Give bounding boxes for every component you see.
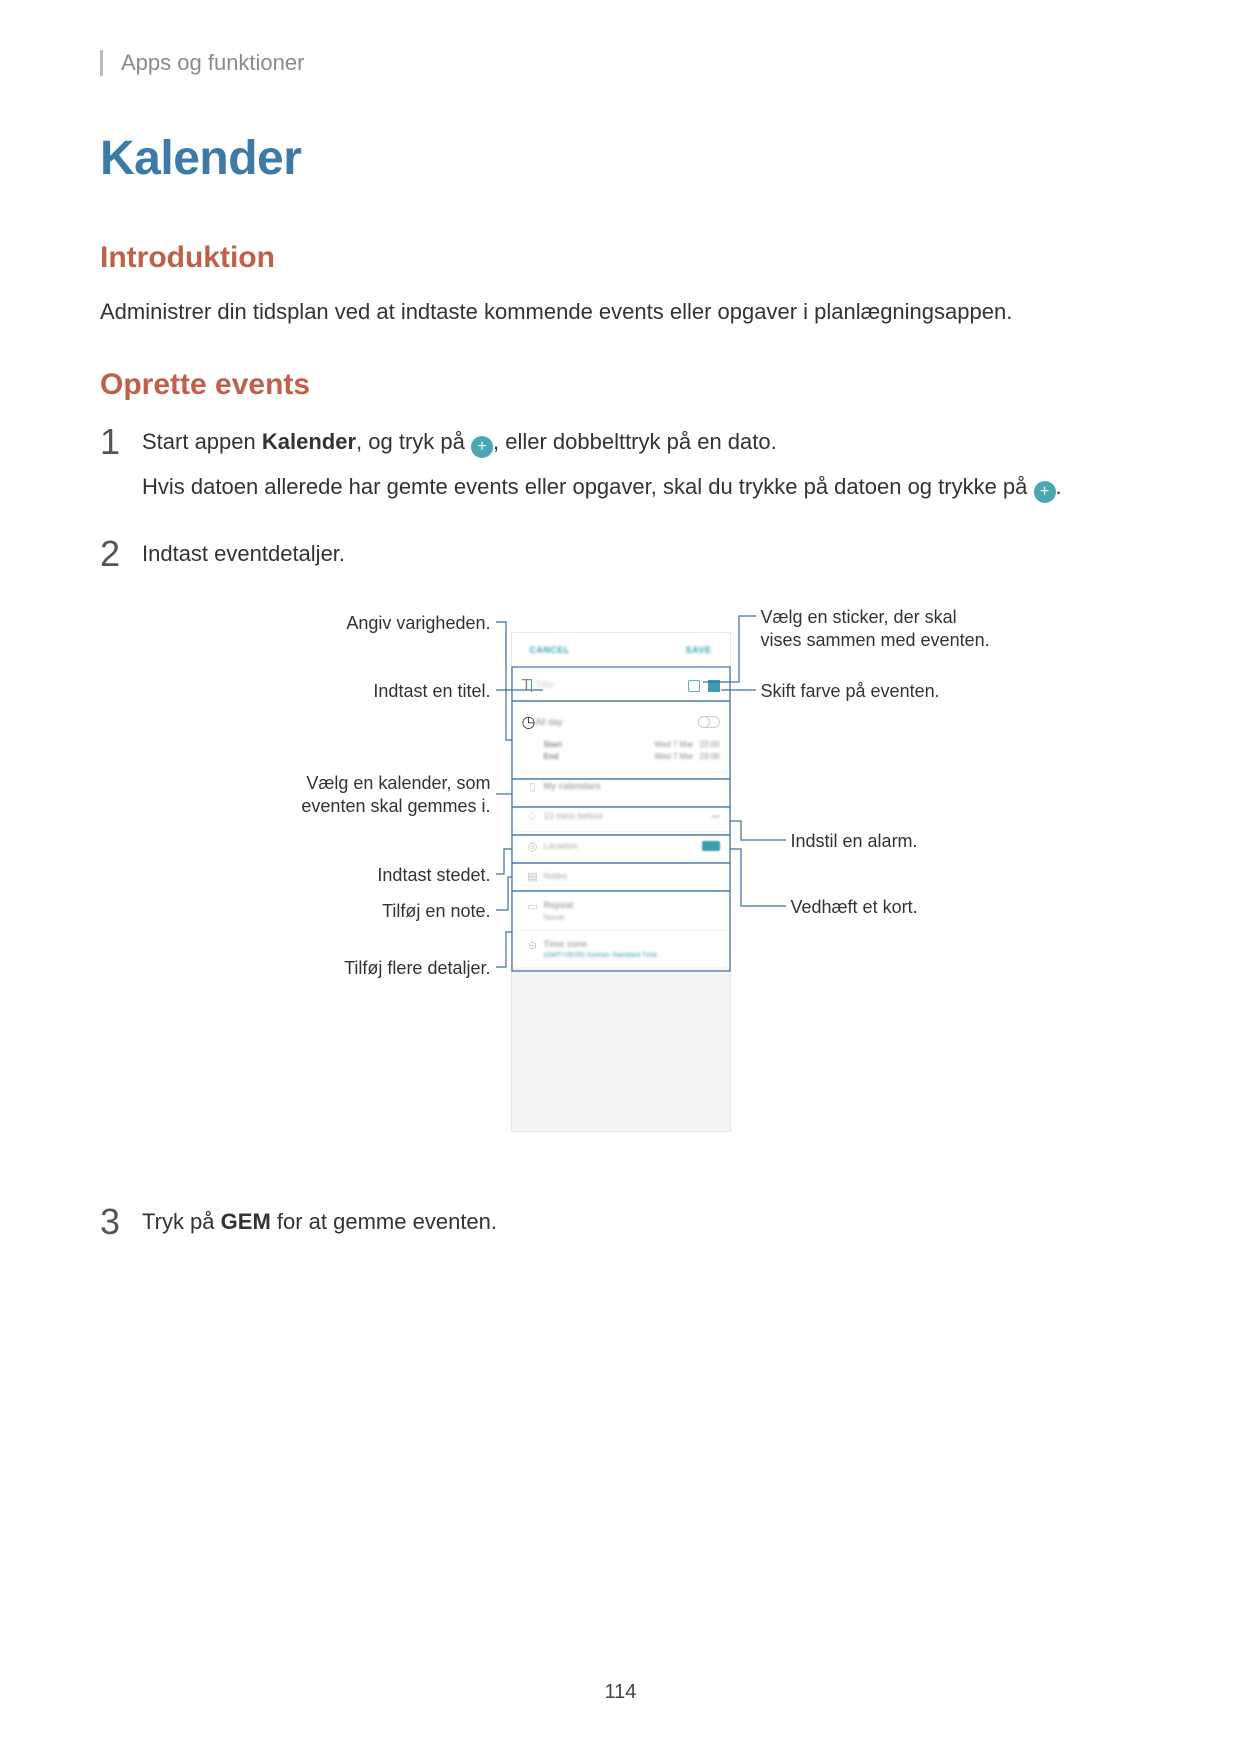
start-date: Wed 7 Mar xyxy=(654,740,693,749)
label-alarm: Indstil en alarm. xyxy=(791,830,918,853)
header-text: Apps og funktioner xyxy=(121,50,304,75)
intro-heading: Introduktion xyxy=(100,241,1141,275)
end-date: Wed 7 Mar xyxy=(654,752,693,761)
app-name: Kalender xyxy=(262,429,356,454)
text: , eller dobbelttryk på en dato. xyxy=(493,429,777,454)
notes-label: Notes xyxy=(544,871,568,881)
alarm-chip: — xyxy=(712,812,720,821)
mycal-label: My calendars xyxy=(544,781,601,791)
step-2: 2 Indtast eventdetaljer. xyxy=(100,534,1141,581)
label-calendar: Vælg en kalender, som eventen skal gemme… xyxy=(251,772,491,819)
page-number: 114 xyxy=(0,1681,1241,1704)
notes-row[interactable]: ▤ Notes xyxy=(512,862,730,891)
plus-icon: + xyxy=(471,436,493,458)
label-title: Indtast en titel. xyxy=(171,680,491,703)
globe-icon: ⊝ xyxy=(522,939,544,952)
save-button[interactable]: SAVE xyxy=(686,645,712,655)
clock-icon: ◷ xyxy=(522,712,536,732)
create-heading: Oprette events xyxy=(100,368,1141,402)
location-label: Location xyxy=(544,841,578,851)
end-time: 23:00 xyxy=(699,752,719,761)
label-duration: Angiv varigheden. xyxy=(171,612,491,635)
text: for at gemme eventen. xyxy=(271,1209,497,1234)
text: Start appen xyxy=(142,429,262,454)
location-row[interactable]: ◎ Location xyxy=(512,832,730,861)
phone-top-bar: CANCEL SAVE xyxy=(512,633,730,667)
map-chip[interactable] xyxy=(702,841,720,851)
step-body: Tryk på GEM for at gemme eventen. xyxy=(142,1202,497,1249)
title-letter-icon: T xyxy=(522,677,532,695)
label-map: Vedhæft et kort. xyxy=(791,896,918,919)
title-row[interactable]: T Title xyxy=(512,667,730,705)
step-number: 1 xyxy=(100,422,142,462)
start-time: 22:00 xyxy=(699,740,719,749)
duration-block: ◷ All day Start Wed 7 Mar 22:00 End Wed … xyxy=(512,705,730,771)
label-sticker: Vælg en sticker, der skal vises sammen m… xyxy=(761,606,1001,653)
text: , og tryk på xyxy=(356,429,471,454)
header-breadcrumb: Apps og funktioner xyxy=(100,50,1141,76)
repeat-value: Never xyxy=(522,913,565,922)
repeat-label: Repeat xyxy=(544,900,574,913)
plus-icon: + xyxy=(1034,481,1056,503)
text: . xyxy=(1056,474,1062,499)
note-icon: ▤ xyxy=(522,870,544,883)
timezone-row[interactable]: ⊝ Time zone (GMT+09:00) Korean Standard … xyxy=(512,931,730,967)
reminder-label: 10 mins before xyxy=(544,811,604,821)
text: Hvis datoen allerede har gemte events el… xyxy=(142,474,1034,499)
repeat-icon: ▭ xyxy=(522,900,544,913)
pin-icon: ◎ xyxy=(522,840,544,853)
tz-value: (GMT+09:00) Korean Standard Time xyxy=(522,952,658,959)
step-number: 3 xyxy=(100,1202,142,1242)
step-number: 2 xyxy=(100,534,142,574)
title-placeholder: Title xyxy=(535,680,687,691)
step-body: Start appen Kalender, og tryk på +, elle… xyxy=(142,422,1062,514)
step-3: 3 Tryk på GEM for at gemme eventen. xyxy=(100,1202,1141,1249)
text: Tryk på xyxy=(142,1209,221,1234)
label-note: Tilføj en note. xyxy=(171,900,491,923)
label-color: Skift farve på eventen. xyxy=(761,680,940,703)
end-label: End xyxy=(544,752,655,761)
calendar-icon: ▯ xyxy=(522,780,544,793)
tz-label: Time zone xyxy=(544,939,588,952)
step-body: Indtast eventdetaljer. xyxy=(142,534,345,581)
start-label: Start xyxy=(544,740,655,749)
allday-toggle[interactable] xyxy=(698,716,720,728)
phone-mock: CANCEL SAVE T Title ◷ All day Start xyxy=(511,632,731,1132)
page-title: Kalender xyxy=(100,131,1141,186)
text-cursor xyxy=(531,679,532,692)
step-1: 1 Start appen Kalender, og tryk på +, el… xyxy=(100,422,1141,514)
label-location: Indtast stedet. xyxy=(171,864,491,887)
text: Indtast eventdetaljer. xyxy=(142,536,345,571)
cancel-button[interactable]: CANCEL xyxy=(530,645,571,655)
intro-text: Administrer din tidsplan ved at indtaste… xyxy=(100,295,1141,328)
label-more: Tilføj flere detaljer. xyxy=(171,957,491,980)
allday-label: All day xyxy=(535,717,562,727)
diagram: Angiv varigheden. Indtast en titel. Vælg… xyxy=(171,602,1071,1172)
sticker-icon[interactable] xyxy=(688,680,700,692)
repeat-row[interactable]: ▭ Repeat Never xyxy=(512,892,730,930)
bell-icon: ♤ xyxy=(522,810,544,823)
color-icon[interactable] xyxy=(708,680,720,692)
reminder-row[interactable]: ♤ 10 mins before — xyxy=(512,802,730,831)
calendar-row[interactable]: ▯ My calendars xyxy=(512,772,730,801)
gem-label: GEM xyxy=(221,1209,271,1234)
